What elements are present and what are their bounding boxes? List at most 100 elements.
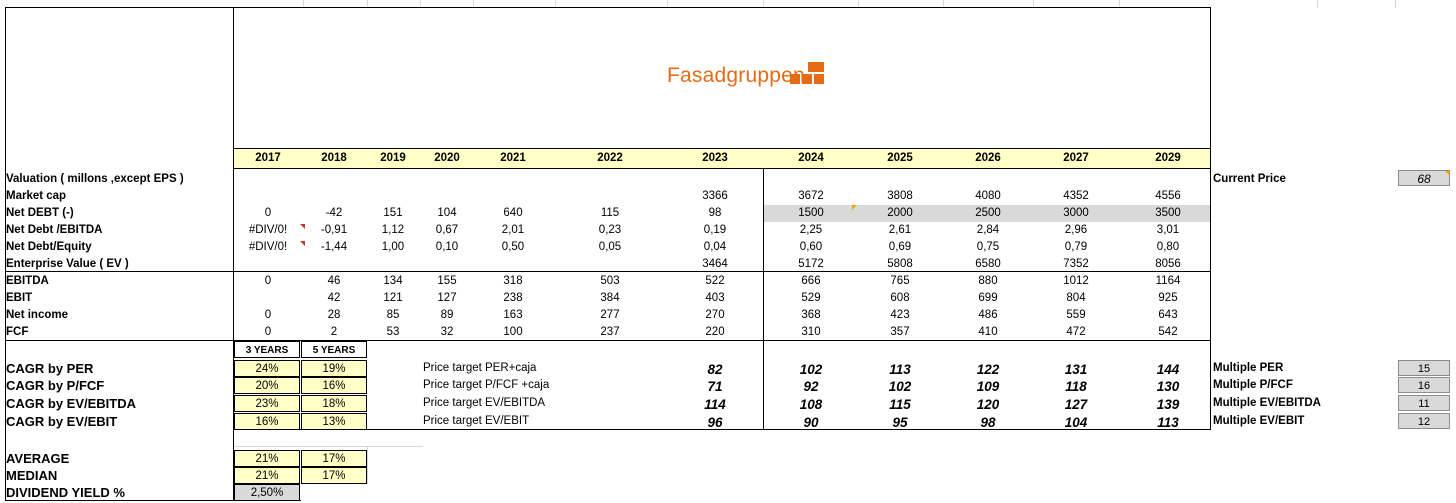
table-cell[interactable]: 2500 bbox=[975, 207, 1001, 219]
table-cell: 1,00 bbox=[381, 241, 405, 253]
table-cell: 0,19 bbox=[703, 224, 727, 236]
row-label: Net income bbox=[6, 309, 68, 321]
year-header: 2025 bbox=[887, 152, 913, 164]
cagr-3y-value: 20% bbox=[234, 377, 300, 394]
table-cell[interactable]: 3500 bbox=[1155, 207, 1181, 219]
table-cell: 0,75 bbox=[976, 241, 1000, 253]
table-cell: 28 bbox=[327, 309, 341, 321]
cagr-period-header: 5 YEARS bbox=[301, 341, 367, 358]
table-cell: #DIV/0! bbox=[248, 241, 288, 253]
cagr-5y-value: 16% bbox=[301, 377, 367, 394]
median-3y: 21% bbox=[234, 467, 300, 484]
table-cell: 880 bbox=[978, 275, 998, 287]
table-cell: 318 bbox=[503, 275, 523, 287]
median-5y: 17% bbox=[301, 467, 367, 484]
price-target-value: 82 bbox=[707, 362, 723, 377]
year-header: 2021 bbox=[500, 152, 526, 164]
price-target-value: 102 bbox=[799, 362, 823, 377]
table-cell[interactable]: 3000 bbox=[1063, 207, 1089, 219]
table-cell bbox=[570, 171, 650, 188]
price-target-value: 108 bbox=[799, 397, 823, 412]
year-header-band bbox=[234, 149, 1210, 168]
row-label: EBITDA bbox=[6, 275, 49, 287]
table-cell: 2,84 bbox=[976, 224, 1000, 236]
table-cell: 104 bbox=[437, 207, 457, 219]
price-target-value: 127 bbox=[1064, 397, 1088, 412]
table-cell: 5808 bbox=[887, 258, 913, 270]
table-cell: 559 bbox=[1066, 309, 1086, 321]
table-cell[interactable]: 1500 bbox=[798, 207, 824, 219]
table-cell: 357 bbox=[890, 326, 910, 338]
price-target-value: 96 bbox=[707, 415, 723, 430]
year-header: 2017 bbox=[255, 152, 281, 164]
price-target-value: 109 bbox=[976, 379, 1000, 394]
table-cell: -0,91 bbox=[320, 224, 348, 236]
table-cell: 3464 bbox=[702, 258, 728, 270]
table-cell: 6580 bbox=[975, 258, 1001, 270]
table-cell: 4556 bbox=[1155, 190, 1181, 202]
table-cell: 472 bbox=[1066, 326, 1086, 338]
table-cell[interactable]: 2000 bbox=[887, 207, 913, 219]
table-cell: 608 bbox=[890, 292, 910, 304]
table-cell bbox=[570, 256, 650, 273]
comment-flag-icon bbox=[300, 224, 305, 229]
table-cell bbox=[570, 188, 650, 205]
comment-flag-icon bbox=[300, 241, 305, 246]
net-debt-input-band bbox=[764, 205, 1210, 222]
price-target-value: 118 bbox=[1065, 379, 1087, 394]
table-cell: 640 bbox=[503, 207, 523, 219]
price-target-value: 130 bbox=[1156, 379, 1180, 394]
multiple-input[interactable]: 11 bbox=[1398, 395, 1450, 411]
cagr-5y-value: 19% bbox=[301, 360, 367, 377]
price-target-label: Price target P/FCF +caja bbox=[423, 379, 550, 391]
year-header: 2027 bbox=[1063, 152, 1089, 164]
table-cell: 134 bbox=[383, 275, 403, 287]
price-target-label: Price target EV/EBIT bbox=[423, 415, 530, 427]
table-cell: 98 bbox=[708, 207, 722, 219]
table-cell: 8056 bbox=[1155, 258, 1181, 270]
table-cell: 163 bbox=[503, 309, 523, 321]
table-cell: 1164 bbox=[1155, 275, 1181, 287]
table-cell: 765 bbox=[890, 275, 910, 287]
table-cell: 0,80 bbox=[1156, 241, 1180, 253]
multiple-input[interactable]: 15 bbox=[1398, 360, 1450, 376]
table-cell: 403 bbox=[705, 292, 725, 304]
cagr-label: CAGR by P/FCF bbox=[6, 378, 105, 393]
table-cell: 238 bbox=[503, 292, 523, 304]
cagr-5y-value: 18% bbox=[301, 395, 367, 412]
price-target-value: 144 bbox=[1156, 362, 1180, 377]
table-cell bbox=[948, 171, 1028, 188]
table-cell: 0,67 bbox=[435, 224, 459, 236]
table-cell: 0 bbox=[264, 207, 272, 219]
current-price-input[interactable]: 68 bbox=[1398, 170, 1450, 186]
row-label: Net Debt /EBITDA bbox=[6, 224, 103, 236]
table-cell: 3808 bbox=[887, 190, 913, 202]
table-cell: 270 bbox=[705, 309, 725, 321]
dividend-yield-value[interactable]: 2,50% bbox=[234, 484, 300, 501]
table-cell: 529 bbox=[801, 292, 821, 304]
multiple-input[interactable]: 16 bbox=[1398, 377, 1450, 393]
price-target-label: Price target PER+caja bbox=[423, 362, 537, 374]
table-cell: 542 bbox=[1158, 326, 1178, 338]
comment-flag-icon bbox=[852, 205, 857, 210]
table-cell: 4352 bbox=[1063, 190, 1089, 202]
row-label: EBIT bbox=[6, 292, 33, 304]
table-cell: 1012 bbox=[1063, 275, 1089, 287]
price-target-value: 95 bbox=[892, 415, 908, 430]
median-label: MEDIAN bbox=[6, 468, 58, 483]
table-cell: 925 bbox=[1158, 292, 1178, 304]
cagr-3y-value: 23% bbox=[234, 395, 300, 412]
table-cell: 1,12 bbox=[381, 224, 405, 236]
table-cell: 0,05 bbox=[598, 241, 622, 253]
table-cell: 85 bbox=[386, 309, 400, 321]
table-cell: 151 bbox=[383, 207, 403, 219]
multiple-input[interactable]: 12 bbox=[1398, 413, 1450, 429]
table-cell: 121 bbox=[383, 292, 403, 304]
table-cell: 368 bbox=[801, 309, 821, 321]
cagr-label: CAGR by PER bbox=[6, 361, 94, 376]
table-cell: 804 bbox=[1066, 292, 1086, 304]
table-cell: 503 bbox=[600, 275, 620, 287]
average-label: AVERAGE bbox=[6, 451, 70, 466]
company-logo-text: Fasadgruppen bbox=[667, 64, 805, 87]
row-label: Enterprise Value ( EV ) bbox=[6, 258, 129, 270]
